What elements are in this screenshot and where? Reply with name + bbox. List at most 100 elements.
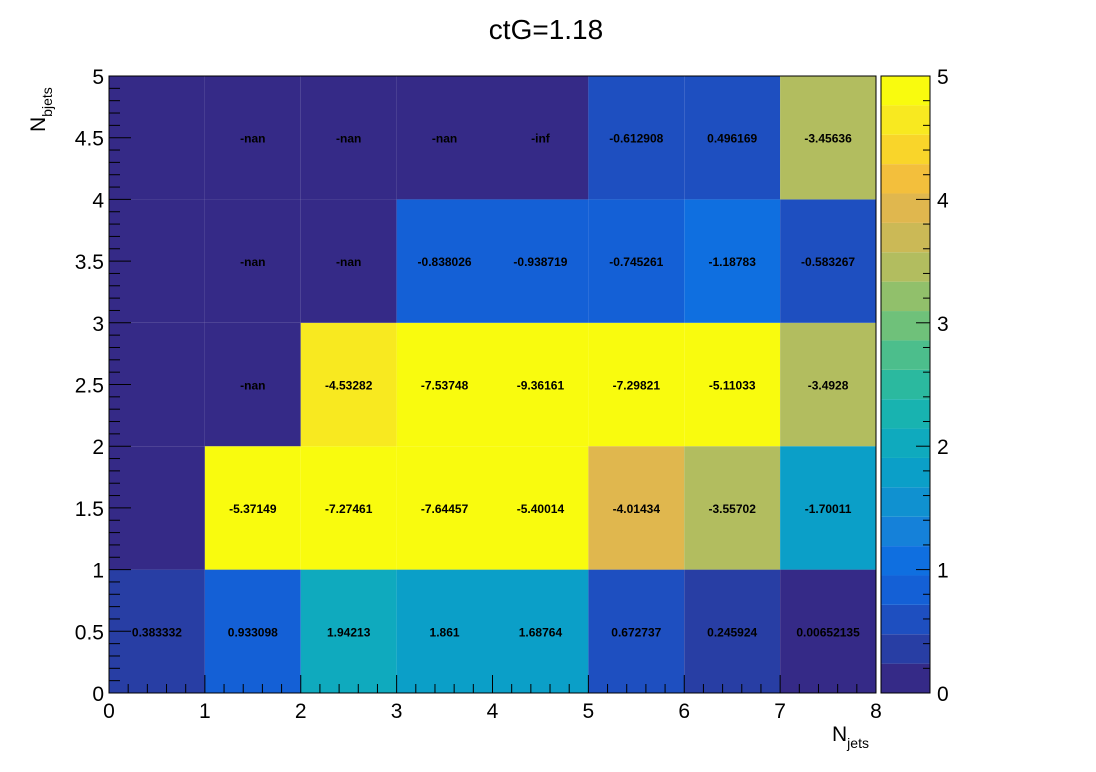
heatmap-cell: [396, 76, 493, 200]
color-scale-bar: [880, 75, 931, 694]
y-tick-label: 4: [92, 189, 104, 212]
heatmap-cell: [588, 76, 685, 200]
cell-value-label: -7.29821: [613, 379, 661, 393]
x-tick-label: 4: [487, 700, 499, 723]
cell-value-label: -3.4928: [808, 379, 849, 393]
x-tick-label: 1: [199, 700, 211, 723]
y-tick-label: 3.5: [75, 251, 104, 274]
heatmap-cell: [492, 569, 589, 693]
cell-value-label: -5.11033: [709, 379, 756, 393]
color-scale-band: [881, 164, 930, 194]
heatmap-cell: [300, 446, 397, 570]
color-scale-band: [881, 311, 930, 341]
color-scale-band: [881, 634, 930, 664]
cell-value-label: -4.01434: [613, 502, 661, 516]
cell-value-label: -0.612908: [609, 132, 663, 146]
heatmap-cell: [780, 76, 876, 200]
cell-value-label: 0.672737: [611, 625, 661, 639]
y-tick-label: 3: [92, 313, 104, 336]
x-axis-title-sub: jets: [846, 735, 869, 751]
heatmap-cell: [492, 446, 589, 570]
y-tick-label: 4.5: [75, 128, 104, 151]
cell-value-label: -inf: [531, 132, 551, 146]
color-scale-band: [881, 487, 930, 517]
heatmap-cell: [396, 322, 493, 447]
cell-value-label: 1.861: [430, 625, 460, 639]
cell-value-labels: 0.383332 0.933098 1.94213 1.861 1.68764 0.672…: [132, 132, 860, 640]
color-scale-tick-label: 0: [937, 683, 949, 706]
cell-value-label: -0.838026: [418, 255, 472, 269]
heatmap-cell: [588, 199, 685, 323]
x-tick-label: 3: [391, 700, 403, 723]
y-tick-label: 0.5: [75, 621, 104, 644]
cell-value-label: -nan: [336, 255, 361, 269]
cell-value-label: 1.68764: [519, 625, 563, 639]
color-scale-band: [881, 457, 930, 488]
cell-value-label: -nan: [336, 132, 361, 146]
heatmap-cells: [109, 76, 876, 693]
heatmap-cell: [300, 199, 397, 323]
y-tick-label: 5: [92, 66, 104, 89]
heatmap-cell: [684, 199, 781, 323]
cell-value-label: -5.40014: [517, 502, 565, 516]
color-scale-band: [881, 340, 930, 370]
color-scale-band: [881, 516, 930, 547]
cell-value-label: -nan: [240, 132, 265, 146]
color-scale-tick-label: 3: [937, 313, 949, 336]
heatmap-cell: [300, 322, 397, 447]
color-scale-band: [881, 575, 930, 605]
y-axis-title: Nbjets: [27, 87, 55, 132]
cell-value-label: -4.53282: [325, 379, 373, 393]
y-tick-label: 2.5: [75, 375, 104, 398]
heatmap-cell: [780, 569, 876, 693]
cell-value-label: -0.938719: [513, 255, 567, 269]
color-scale-band: [881, 369, 930, 400]
y-axis-title-main: N: [27, 117, 50, 132]
heatmap-cell: [300, 76, 397, 200]
color-scale-band: [881, 76, 930, 106]
cell-value-label: -0.745261: [609, 255, 663, 269]
cell-value-label: 0.496169: [707, 132, 757, 146]
heatmap-cell: [588, 322, 685, 447]
cell-value-label: -nan: [432, 132, 457, 146]
color-scale-band: [881, 105, 930, 135]
cell-value-label: 0.245924: [707, 625, 757, 639]
color-scale-tick-label: 2: [937, 436, 949, 459]
heatmap-cell: [684, 446, 781, 570]
x-tick-label: 5: [583, 700, 595, 723]
cell-value-label: 0.00652135: [796, 625, 860, 639]
heatmap-cell: [204, 569, 301, 693]
cell-value-label: 0.933098: [228, 625, 278, 639]
heatmap-cell: [396, 199, 493, 323]
y-tick-label: 0: [92, 683, 104, 706]
heatmap-cell: [684, 322, 781, 447]
heatmap-cell: [684, 569, 781, 693]
heatmap-cell: [300, 569, 397, 693]
cell-value-label: -0.583267: [801, 255, 855, 269]
color-scale-band: [881, 604, 930, 635]
cell-value-label: -3.55702: [709, 502, 757, 516]
heatmap-cell: [396, 446, 493, 570]
cell-value-label: -7.64457: [421, 502, 469, 516]
heatmap-cell: [780, 446, 876, 570]
color-scale-band: [881, 252, 930, 282]
y-axis-ticks: 0 0.5 1 1.5 2 2.5 3 3.5 4 4.5 5: [75, 66, 131, 706]
x-axis-title: Njets: [832, 723, 869, 751]
color-scale-ticks: 0 1 2 3 4 5: [916, 66, 949, 706]
chart-title: ctG=1.18: [489, 14, 603, 45]
x-tick-label: 8: [870, 700, 882, 723]
color-scale-band: [881, 134, 930, 165]
color-scale-band: [881, 281, 930, 312]
x-tick-label: 7: [774, 700, 786, 723]
color-scale-tick-label: 5: [937, 66, 949, 89]
color-scale-frame: [880, 75, 931, 694]
color-scale-band: [881, 222, 930, 253]
x-axis-ticks: 0 1 2 3 4 5 6 7 8: [103, 675, 882, 723]
color-scale-tick-label: 1: [937, 560, 949, 583]
x-tick-label: 6: [678, 700, 690, 723]
x-tick-label: 0: [103, 700, 115, 723]
y-tick-label: 2: [92, 436, 104, 459]
x-axis-title-main: N: [832, 723, 847, 746]
heatmap-cell: [492, 76, 589, 200]
cell-value-label: 1.94213: [327, 625, 371, 639]
